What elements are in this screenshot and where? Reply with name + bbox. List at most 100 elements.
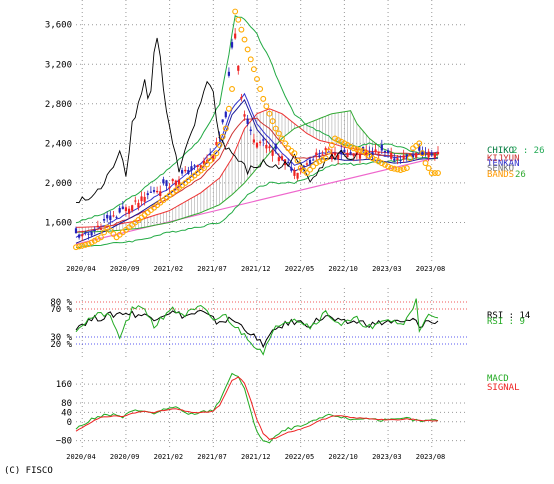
candle-body (221, 119, 224, 123)
psar-point (294, 157, 301, 164)
candle-body (280, 156, 284, 160)
psar-point (254, 76, 260, 83)
candle-body (152, 190, 156, 192)
candle-body (262, 139, 265, 141)
candle-body (343, 149, 346, 153)
psar-point (391, 165, 398, 172)
candle-body (436, 151, 440, 155)
psar-point (313, 160, 320, 167)
psar-point (263, 103, 270, 110)
psar-point (225, 105, 232, 112)
candle-body (355, 151, 358, 155)
candle-body (212, 155, 215, 162)
candle-body (224, 111, 227, 118)
macd-xtick-3: 2021/07 (197, 453, 227, 461)
candle-body (365, 149, 368, 155)
candle-body (240, 96, 243, 99)
candle-body (146, 193, 149, 196)
macd-ytick-1: 80 (61, 399, 72, 409)
bollinger-upper-line (75, 15, 439, 224)
candle-body (140, 196, 143, 202)
psar-point (204, 161, 211, 168)
candle-body (252, 139, 255, 143)
legend-main-4: SENKO (487, 164, 514, 174)
psar-point (73, 244, 79, 251)
psar-point (235, 16, 242, 23)
candle-body (112, 215, 115, 217)
candle-body (383, 150, 387, 153)
rsi-ytick-2: 30 % (50, 333, 72, 343)
price-ytick-1: 2,000 (45, 179, 72, 189)
candle-body (174, 180, 177, 186)
psar-point (328, 142, 335, 148)
candle-body (418, 145, 421, 151)
psar-point (338, 138, 345, 145)
price-xtick-7: 2023/03 (372, 265, 402, 273)
candle-body (271, 150, 274, 156)
candle-body (349, 152, 352, 154)
candle-body (296, 172, 299, 179)
candle-body (187, 169, 190, 174)
psar-point (260, 95, 267, 102)
legend-main-2: KIJYUN (487, 154, 520, 164)
psar-point (219, 133, 226, 140)
psar-point (266, 110, 273, 117)
psar-point (422, 160, 429, 167)
psar-point (101, 229, 108, 236)
price-ytick-3: 2,800 (45, 100, 72, 110)
candle-body (199, 165, 202, 169)
candle-body (90, 232, 93, 236)
candle-body (74, 228, 78, 234)
candle-body (246, 118, 249, 124)
macd-ytick-3: 0 (67, 418, 72, 428)
psar-point (94, 236, 101, 242)
psar-point (419, 150, 426, 157)
psar-point (397, 167, 404, 174)
psar-point (375, 158, 382, 165)
candle-body (190, 166, 193, 171)
candle-body (162, 179, 165, 184)
trend-line (75, 156, 439, 245)
candle-body (321, 154, 324, 156)
candle-body (131, 205, 134, 211)
psar-point (316, 158, 323, 165)
copyright-text: (C) FISCO (4, 466, 53, 476)
legend-macd-0: MACD (487, 374, 509, 384)
candle-body (96, 225, 99, 228)
candle-body (237, 65, 240, 71)
candle-body (149, 191, 152, 193)
macd-ytick-0: 160 (56, 380, 72, 390)
psar-point (269, 118, 276, 125)
candle-body (259, 141, 262, 143)
macd-ytick-4: −80 (56, 437, 72, 447)
macd-xtick-0: 2020/04 (66, 453, 96, 461)
psar-point (282, 140, 289, 147)
psar-point (104, 224, 111, 231)
candle-body (358, 153, 362, 159)
candle-body (330, 153, 333, 160)
candle-body (277, 157, 280, 162)
candle-body (340, 150, 343, 155)
legend-rsi-1: RSI : 9 (487, 317, 525, 327)
psar-point (307, 166, 314, 173)
candle-body (346, 152, 349, 158)
candle-body (405, 154, 408, 160)
candle-body (99, 228, 103, 230)
psar-point (416, 140, 423, 147)
psar-point (257, 86, 264, 92)
price-xtick-2: 2021/02 (154, 265, 184, 273)
candle-body (352, 154, 355, 157)
candle-body (415, 152, 418, 158)
candle-body (408, 153, 412, 157)
candle-body (399, 160, 402, 162)
psar-point (325, 148, 332, 155)
candle-body (293, 170, 296, 176)
chikou-line (75, 37, 358, 204)
price-ytick-2: 2,400 (45, 139, 72, 149)
candle-body (196, 165, 199, 167)
legend-macd-1: SIGNAL (487, 383, 520, 393)
candle-body (227, 71, 231, 76)
candle-body (215, 142, 218, 146)
